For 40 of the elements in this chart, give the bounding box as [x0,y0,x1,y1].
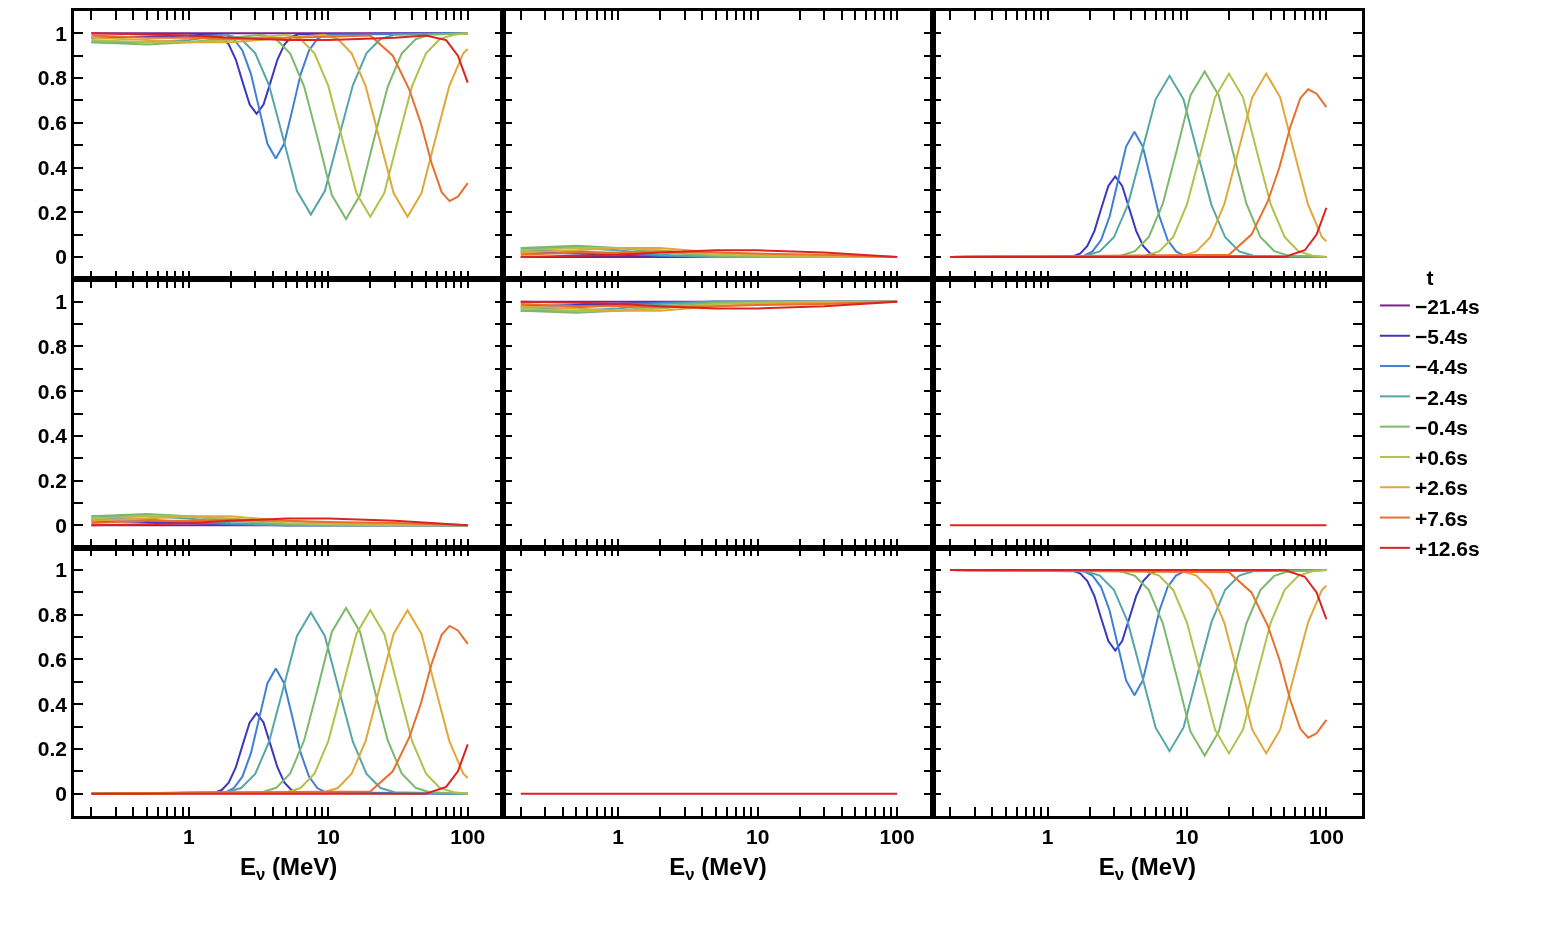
y-tick-label: 1 [55,558,68,582]
y-tick-label: 1 [55,21,68,45]
x-axis-title: E$_{ν}$ (MeV) [1098,853,1197,885]
y-tick-label: 0 [55,245,68,269]
legend-label: +2.6s [1414,476,1469,500]
y-tick-label: 0.6 [37,111,68,135]
legend-label: −0.4s [1414,415,1469,439]
y-tick-label: 0.2 [37,737,68,761]
y-tick-label: 0.6 [37,379,68,403]
legend-label: +12.6s [1414,537,1480,561]
x-tick-label: 1 [612,824,625,848]
x-tick-label: 10 [1175,824,1199,848]
y-tick-label: 0 [55,781,68,805]
y-tick-label: 0.4 [37,424,68,448]
y-tick-label: 1 [55,290,68,314]
x-tick-label: 10 [316,824,340,848]
legend-title: t [1426,266,1434,290]
x-tick-label: 100 [450,824,486,848]
legend-label: −2.4s [1414,385,1469,409]
legend-label: +0.6s [1414,446,1469,470]
y-tick-label: 0.2 [37,468,68,492]
y-tick-label: 0.2 [37,200,68,224]
y-tick-label: 0.4 [37,692,68,716]
x-tick-label: 1 [183,824,196,848]
x-axis-title: E$_{ν}$ (MeV) [239,853,338,885]
y-tick-label: 0.6 [37,647,68,671]
x-tick-label: 100 [1308,824,1344,848]
x-tick-label: 100 [879,824,915,848]
legend-label: −5.4s [1414,324,1469,348]
legend-label: +7.6s [1414,506,1469,530]
y-tick-label: 0.8 [37,603,68,627]
x-tick-label: 10 [745,824,770,848]
legend-label: −21.4s [1414,294,1480,318]
y-tick-label: 0.8 [37,334,68,358]
y-tick-label: 0.4 [37,155,68,179]
legend-label: −4.4s [1414,355,1469,379]
x-tick-label: 1 [1041,824,1054,848]
x-axis-title: E$_{ν}$ (MeV) [669,853,767,885]
y-tick-label: 0 [55,513,68,537]
y-tick-label: 0.8 [37,66,68,90]
